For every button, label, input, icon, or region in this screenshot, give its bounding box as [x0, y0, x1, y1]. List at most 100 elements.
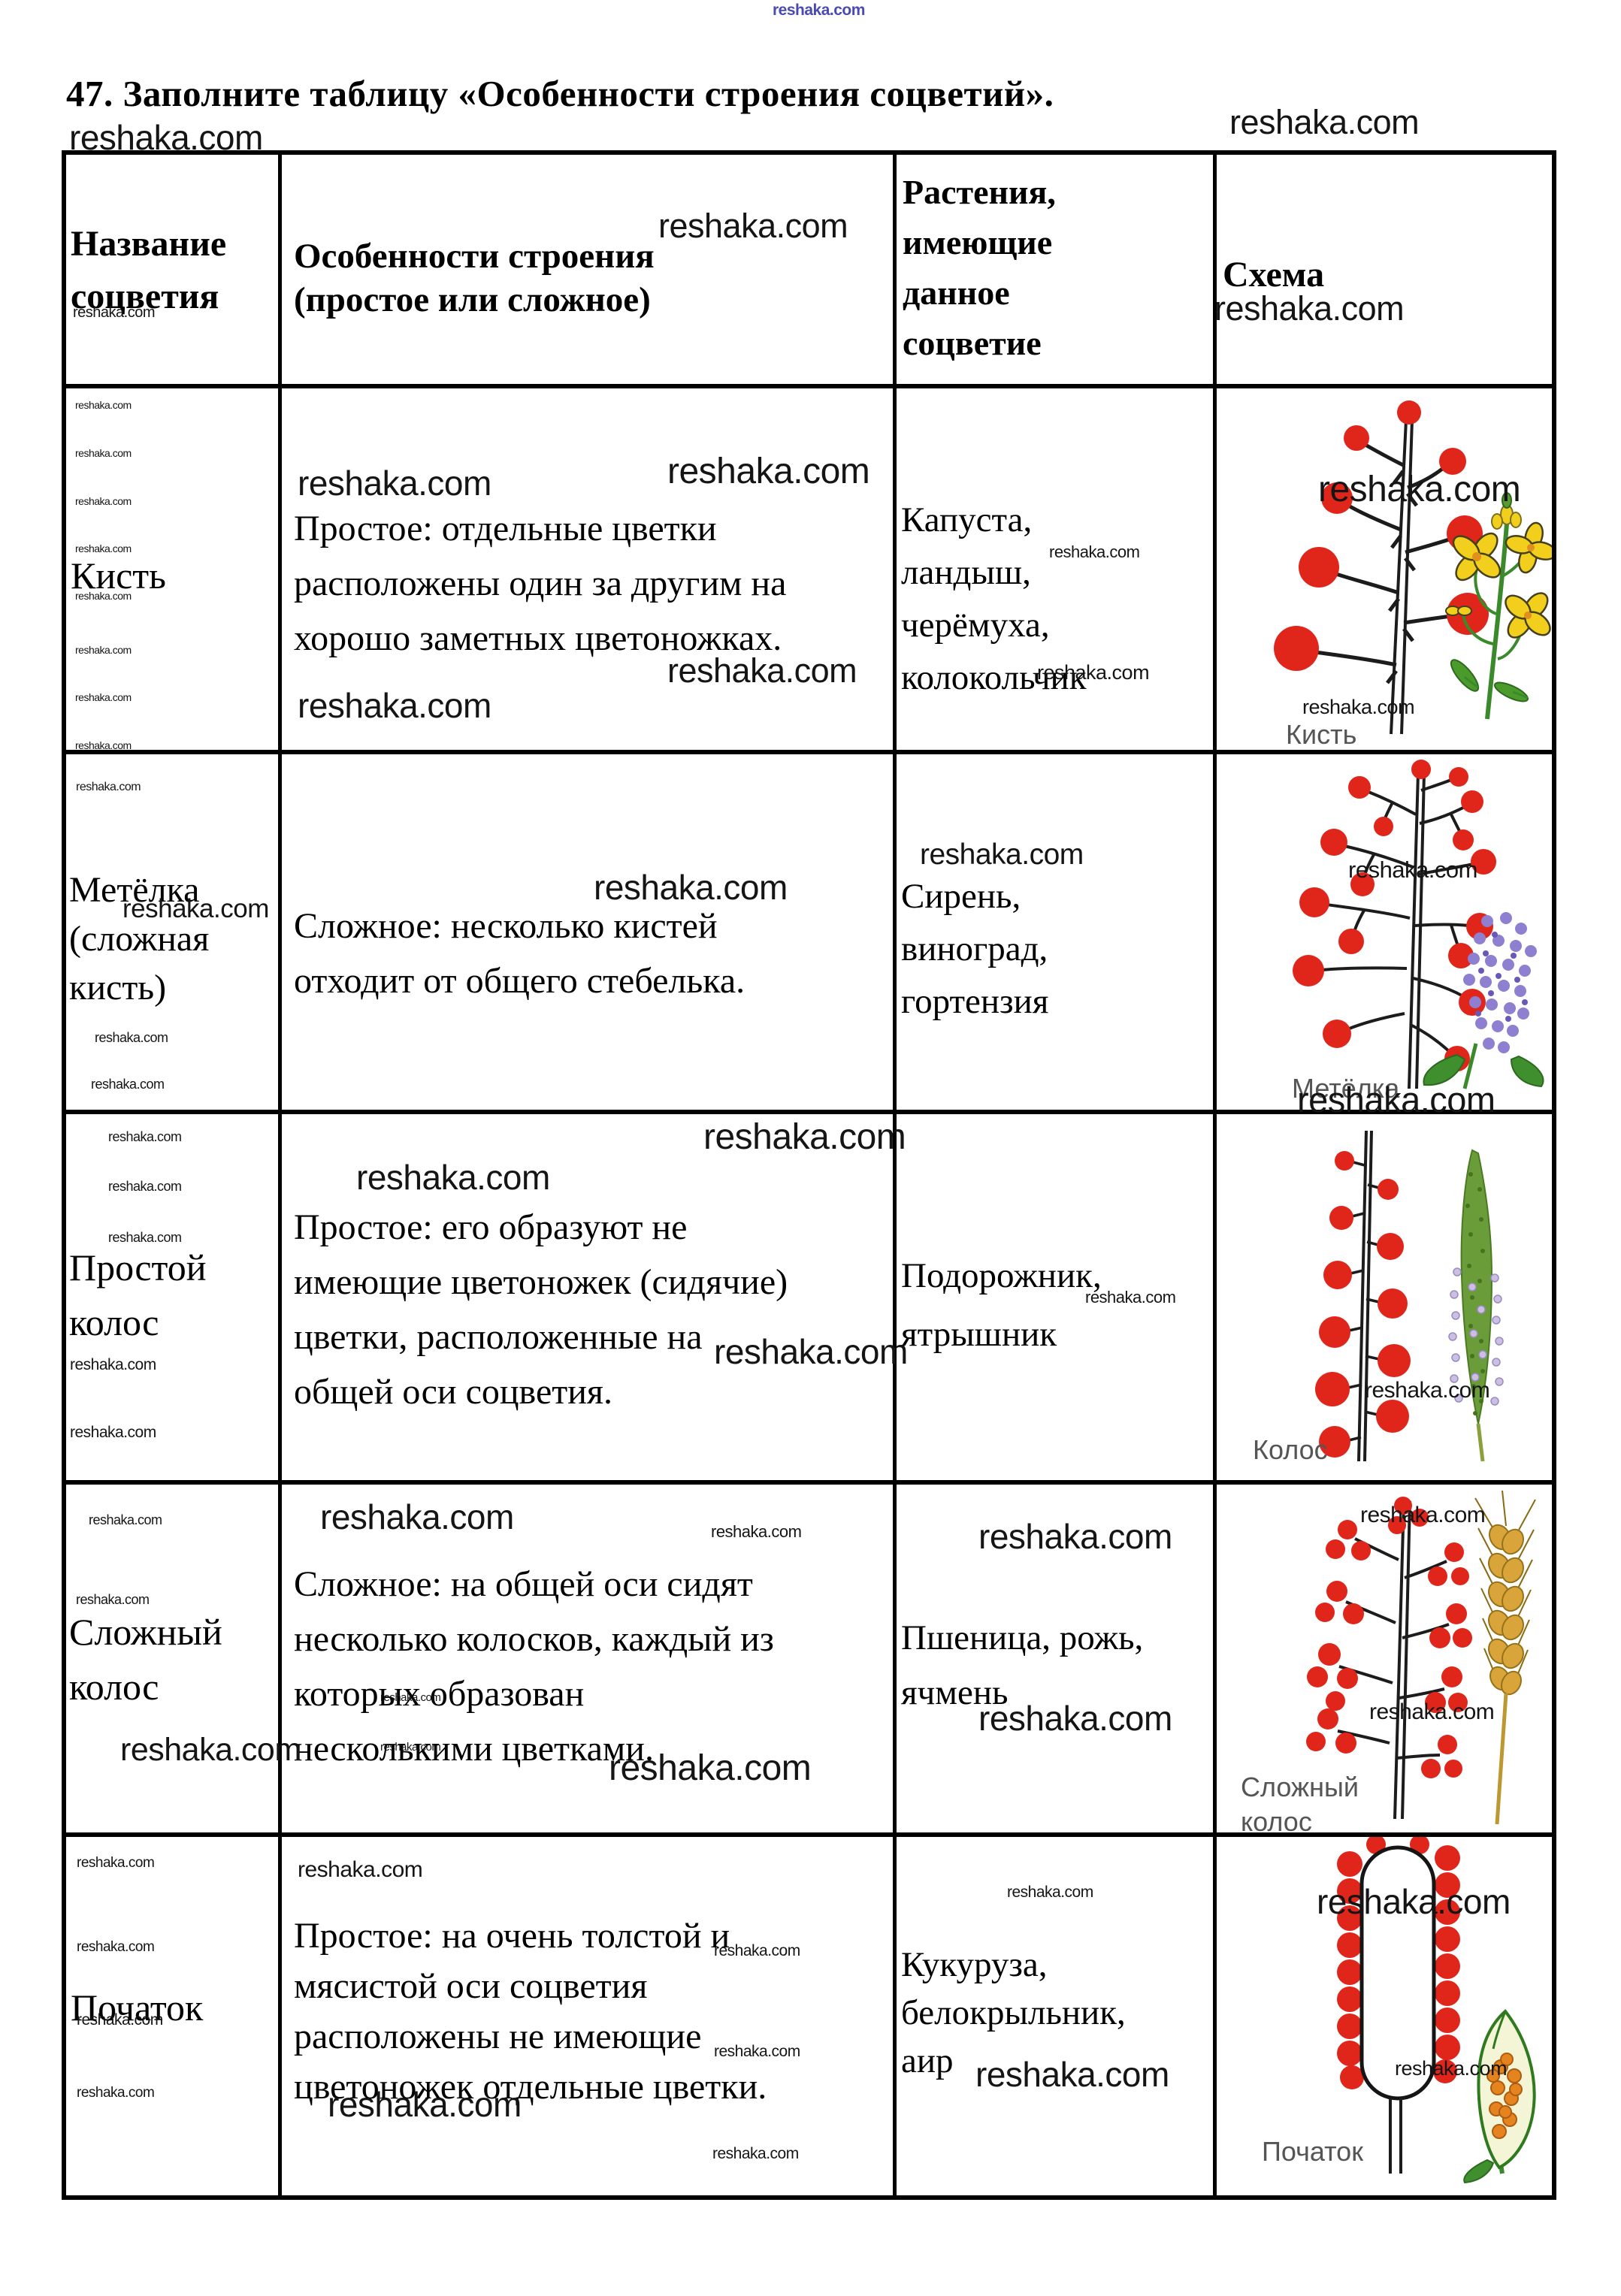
header-cell-plants: Растения, имеющие данное соцветие — [897, 155, 1217, 388]
panicle-scheme-drawing — [1293, 760, 1544, 1089]
cell-panicle-name: Метёлка (сложная кисть) — [66, 754, 282, 1114]
cell-raceme-plants: Капуста, ландыш, черёмуха, колокольчик — [897, 388, 1217, 754]
watermark: reshaka.com — [594, 868, 788, 907]
watermark: reshaka.com — [89, 1512, 162, 1527]
compound-spike-scheme-label: Сложный колос — [1241, 1770, 1359, 1839]
cabbage-plant-illustration — [1445, 492, 1552, 720]
watermark: reshaka.com — [1348, 856, 1477, 883]
watermark: reshaka.com — [95, 1030, 168, 1045]
text-line: Сложное: несколько кистей — [294, 906, 718, 946]
panicle-scheme-label: Метёлка — [1292, 1071, 1399, 1106]
watermark: reshaka.com — [75, 399, 132, 411]
text-line: Простое: на очень толстой и — [294, 1916, 730, 1956]
plantain-plant-illustration — [1448, 1149, 1504, 1462]
watermark: reshaka.com — [609, 1748, 812, 1788]
inflorescence-table: Название соцветия Особенности строения (пр… — [62, 150, 1556, 2200]
watermark: reshaka.com — [298, 1857, 423, 1882]
cell-compound-spike-plants: Пшеница, рожь, ячмень — [897, 1485, 1217, 1837]
watermark: reshaka.com — [1360, 1503, 1486, 1527]
text-line: имеющие — [903, 223, 1053, 261]
text-line: Колос — [1253, 1434, 1328, 1465]
spadix-name: Початок — [71, 1981, 278, 2034]
watermark: reshaka.com — [120, 1732, 301, 1768]
cell-spadix-name: Початок — [66, 1837, 282, 2195]
spike-scheme-drawing — [1315, 1130, 1504, 1462]
watermark: reshaka.com — [1317, 1882, 1511, 1921]
text-line: Сирень, — [901, 877, 1021, 916]
text-line: ячмень — [901, 1673, 1009, 1712]
spike-name: Простой колос — [69, 1240, 278, 1350]
text-line: ятрышник — [901, 1315, 1057, 1354]
text-line: Метёлка — [1292, 1073, 1400, 1104]
cell-spadix-structure: Простое: на очень толстой и мясистой оси … — [282, 1837, 897, 2195]
watermark: reshaka.com — [380, 1741, 441, 1754]
watermark: reshaka.com — [714, 1332, 908, 1371]
text-line: Сложный — [69, 1611, 222, 1653]
cell-spike-name: Простой колос — [66, 1114, 282, 1485]
watermark: reshaka.com — [91, 1077, 165, 1092]
watermark: reshaka.com — [75, 739, 132, 751]
text-line: (сложная — [69, 919, 210, 959]
watermark: reshaka.com — [73, 304, 156, 321]
panicle-name: Метёлка (сложная кисть) — [69, 866, 278, 1012]
header-cell-name: Название соцветия — [66, 155, 282, 388]
watermark: reshaka.com — [1365, 1378, 1490, 1403]
watermark: reshaka.com — [328, 2085, 522, 2124]
watermark: reshaka.com — [711, 1522, 802, 1541]
text-line: аир — [901, 2041, 954, 2080]
text-line: Сложный — [1241, 1772, 1359, 1802]
raceme-scheme-drawing — [1274, 400, 1552, 735]
text-line: хорошо заметных цветоножках. — [294, 618, 782, 658]
watermark: reshaka.com — [76, 781, 141, 793]
cell-panicle-scheme: Метёлка — [1217, 754, 1552, 1114]
cell-spike-scheme: Колос — [1217, 1114, 1552, 1485]
text-line: колос — [1241, 1806, 1312, 1837]
cell-compound-spike-name: Сложный колос — [66, 1485, 282, 1837]
watermark: reshaka.com — [77, 2085, 155, 2101]
text-line: кисть) — [69, 968, 167, 1008]
spike-plants: Подорожник, ятрышник — [901, 1246, 1213, 1364]
text-line: цветки, расположенные на — [294, 1317, 703, 1357]
cell-spadix-plants: Кукуруза, белокрыльник, аир — [897, 1837, 1217, 2195]
raceme-name: Кисть — [71, 549, 278, 602]
text-line: общей оси соцветия. — [294, 1372, 612, 1412]
watermark: reshaka.com — [1085, 1288, 1176, 1307]
watermark: reshaka.com — [75, 447, 132, 459]
calla-plant-illustration — [1463, 2009, 1536, 2184]
raceme-plants: Капуста, ландыш, черёмуха, колокольчик — [901, 494, 1213, 704]
text-line: которых образован — [294, 1674, 585, 1714]
text-line: расположены не имеющие — [294, 2017, 702, 2056]
watermark: reshaka.com — [1369, 1699, 1495, 1724]
watermark: reshaka.com — [1049, 542, 1140, 561]
text-line: Простое: отдельные цветки — [294, 509, 717, 548]
header-plants-text: Растения, имеющие данное соцветие — [903, 167, 1213, 368]
text-line: Капуста, — [901, 500, 1033, 539]
compound-spike-name: Сложный колос — [69, 1605, 278, 1714]
text-line: Пшеница, рожь, — [901, 1618, 1144, 1657]
cell-panicle-plants: Сирень, виноград, гортензия — [897, 754, 1217, 1114]
text-line: несколькими цветками. — [294, 1729, 654, 1769]
text-line: Название — [71, 224, 227, 264]
text-line: гортензия — [901, 982, 1049, 1021]
watermark: reshaka.com — [773, 2, 865, 19]
watermark: reshaka.com — [380, 1691, 441, 1704]
watermark: reshaka.com — [975, 2055, 1169, 2094]
text-line: Кисть — [1286, 719, 1357, 750]
watermark: reshaka.com — [70, 1424, 156, 1441]
watermark: reshaka.com — [108, 1179, 182, 1194]
text-line: Особенности строения — [294, 237, 655, 276]
watermark: reshaka.com — [122, 894, 269, 923]
watermark: reshaka.com — [69, 118, 263, 157]
watermark: reshaka.com — [703, 1117, 906, 1157]
cell-raceme-name: Кисть — [66, 388, 282, 754]
watermark: reshaka.com — [298, 464, 491, 503]
cell-raceme-scheme: Кисть — [1217, 388, 1552, 754]
spadix-plants: Кукуруза, белокрыльник, аир — [901, 1941, 1213, 2085]
text-line: колос — [69, 1666, 159, 1708]
watermark: reshaka.com — [714, 1942, 800, 1959]
panicle-structure: Сложное: несколько кистей отходит от обще… — [294, 899, 893, 1008]
watermark: reshaka.com — [1302, 696, 1415, 718]
watermark: reshaka.com — [978, 1699, 1172, 1738]
text-line: белокрыльник, — [901, 1993, 1126, 2032]
